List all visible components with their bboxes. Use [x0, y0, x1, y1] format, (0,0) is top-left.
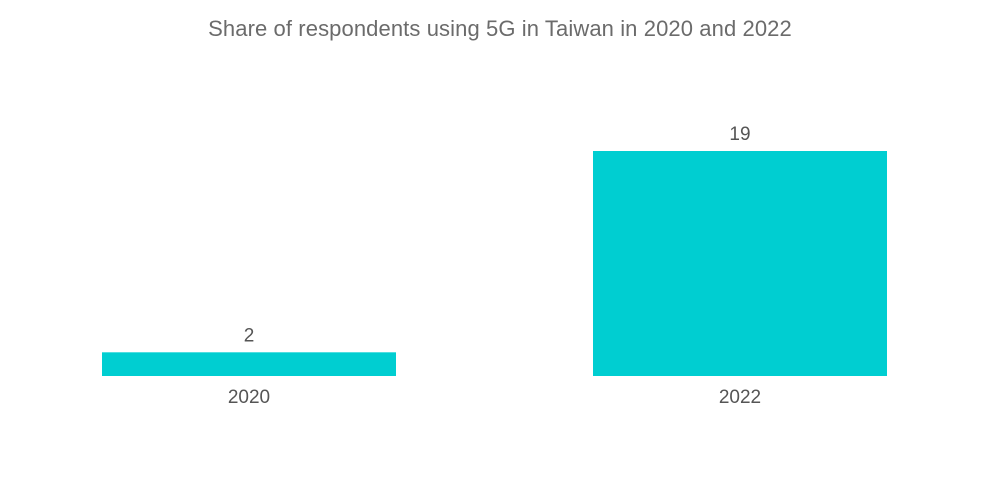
x-tick-label-2022: 2022	[719, 387, 761, 408]
value-labels-layer: 2 19	[244, 124, 751, 346]
bar-2022	[593, 151, 887, 376]
x-tick-label-2020: 2020	[228, 387, 270, 408]
value-label-2022: 19	[729, 124, 750, 145]
chart-title: Share of respondents using 5G in Taiwan …	[208, 16, 792, 41]
value-label-2020: 2	[244, 325, 255, 346]
bars-layer	[102, 151, 887, 376]
x-axis-ticks: 2020 2022	[228, 387, 761, 408]
bar-2020	[102, 352, 396, 376]
